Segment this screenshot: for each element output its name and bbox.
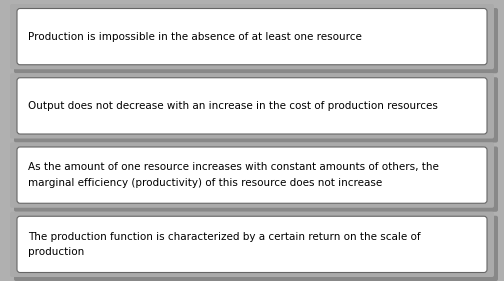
FancyBboxPatch shape	[10, 212, 494, 277]
FancyBboxPatch shape	[10, 73, 494, 139]
Text: production: production	[28, 247, 84, 257]
FancyBboxPatch shape	[17, 8, 487, 65]
FancyBboxPatch shape	[17, 216, 487, 273]
FancyBboxPatch shape	[17, 78, 487, 134]
Text: Output does not decrease with an increase in the cost of production resources: Output does not decrease with an increas…	[28, 101, 438, 111]
FancyBboxPatch shape	[14, 146, 498, 212]
FancyBboxPatch shape	[14, 8, 498, 73]
Text: Production is impossible in the absence of at least one resource: Production is impossible in the absence …	[28, 32, 362, 42]
FancyBboxPatch shape	[17, 147, 487, 203]
Text: marginal efficiency (productivity) of this resource does not increase: marginal efficiency (productivity) of th…	[28, 178, 382, 188]
FancyBboxPatch shape	[14, 77, 498, 142]
FancyBboxPatch shape	[10, 142, 494, 208]
Text: The production function is characterized by a certain return on the scale of: The production function is characterized…	[28, 232, 421, 242]
FancyBboxPatch shape	[10, 4, 494, 69]
Text: As the amount of one resource increases with constant amounts of others, the: As the amount of one resource increases …	[28, 162, 439, 172]
FancyBboxPatch shape	[14, 216, 498, 281]
